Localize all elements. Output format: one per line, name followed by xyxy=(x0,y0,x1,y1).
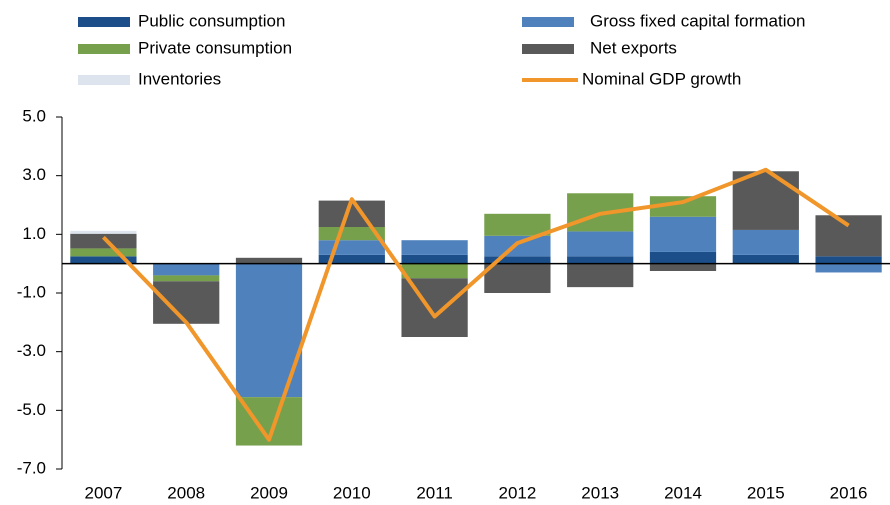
bar-segment xyxy=(153,275,220,282)
bar-segment xyxy=(401,263,468,279)
bar-segment xyxy=(484,213,551,236)
line-series xyxy=(101,167,850,442)
bar-segment xyxy=(649,251,717,264)
bar-segment xyxy=(732,229,799,255)
y-tick-label: -5.0 xyxy=(17,400,46,419)
bar-segment xyxy=(401,254,468,264)
legend-swatch xyxy=(78,75,130,85)
x-tick-label: 2007 xyxy=(84,483,122,502)
bar-segment xyxy=(70,230,137,234)
legend-label: Net exports xyxy=(590,38,677,57)
bar-segment xyxy=(567,263,634,288)
bar-segment xyxy=(70,248,137,257)
x-tick-label: 2013 xyxy=(581,483,619,502)
x-tick-label: 2016 xyxy=(830,483,868,502)
bar-segment xyxy=(484,235,551,257)
legend-label: Public consumption xyxy=(138,11,285,30)
bar-segment xyxy=(484,263,551,293)
legend-swatch xyxy=(522,44,574,54)
legend-label: Inventories xyxy=(138,69,221,88)
legend-label: Nominal GDP growth xyxy=(582,69,741,88)
bar-segment xyxy=(567,256,634,264)
y-tick-label: -7.0 xyxy=(17,458,46,477)
bar-segment xyxy=(70,256,137,264)
bar-segment xyxy=(484,256,551,264)
bar-segment xyxy=(815,215,882,257)
bar-segment xyxy=(401,240,468,255)
bar-segment xyxy=(815,263,882,273)
y-tick-label: -1.0 xyxy=(17,282,46,301)
y-tick-label: 3.0 xyxy=(22,165,46,184)
bar-segment xyxy=(401,278,468,337)
bar-segment xyxy=(649,196,717,217)
y-tick-label: 5.0 xyxy=(22,106,46,125)
bar-segment xyxy=(649,263,717,271)
x-tick-label: 2012 xyxy=(498,483,536,502)
y-tick-label: 1.0 xyxy=(22,224,46,243)
legend-label: Gross fixed capital formation xyxy=(590,11,805,30)
bar-segment xyxy=(567,231,634,257)
bar-segment xyxy=(649,216,717,252)
bar-segment xyxy=(732,171,799,230)
legend-swatch xyxy=(78,44,130,54)
bar-segment xyxy=(318,254,385,264)
bar-segment xyxy=(318,240,385,255)
x-tick-label: 2008 xyxy=(167,483,205,502)
bar-segment xyxy=(318,227,385,241)
bar-segment xyxy=(70,233,137,249)
legend-label: Private consumption xyxy=(138,38,292,57)
bar-segment xyxy=(732,254,799,264)
bar-segment xyxy=(153,281,220,324)
bar-segment xyxy=(815,256,882,264)
bar-segment xyxy=(235,257,303,264)
x-tick-label: 2009 xyxy=(250,483,288,502)
x-tick-label: 2015 xyxy=(747,483,785,502)
x-tick-label: 2014 xyxy=(664,483,702,502)
y-tick-label: -3.0 xyxy=(17,341,46,360)
bar-segment xyxy=(153,263,220,276)
legend-swatch xyxy=(78,17,130,27)
legend-swatch xyxy=(522,17,574,27)
x-tick-label: 2010 xyxy=(333,483,371,502)
x-tick-label: 2011 xyxy=(416,483,453,502)
